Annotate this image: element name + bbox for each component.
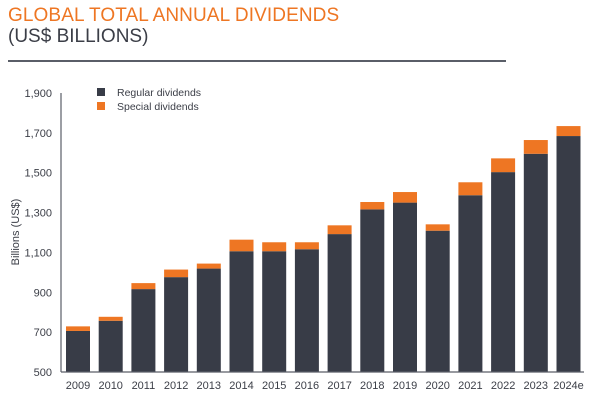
bar-regular-2010 [98, 320, 123, 372]
bar-regular-2014 [229, 251, 254, 372]
bar-special-2018 [360, 202, 385, 210]
chart-title: GLOBAL TOTAL ANNUAL DIVIDENDS [8, 5, 340, 26]
legend-label-regular: Regular dividends [117, 87, 201, 99]
y-tick-label: 700 [34, 327, 52, 339]
bar-regular-2015 [262, 251, 287, 372]
x-tick-label: 2023 [524, 380, 548, 392]
x-tick-label: 2014 [229, 380, 253, 392]
y-tick-label: 900 [34, 287, 52, 299]
y-tick-label: 1,500 [24, 168, 52, 180]
bar-special-2013 [196, 263, 221, 269]
bar-regular-2012 [164, 277, 189, 372]
x-tick-label: 2010 [98, 380, 122, 392]
x-tick-label: 2017 [327, 380, 351, 392]
x-tick-label: 2020 [425, 380, 449, 392]
bar-regular-2017 [327, 234, 352, 372]
bar-special-2009 [66, 326, 90, 331]
bar-regular-2022 [491, 172, 516, 372]
bar-special-2022 [491, 158, 516, 173]
bar-special-2014 [229, 239, 254, 252]
legend-swatch-regular [97, 88, 105, 96]
bar-special-2019 [393, 192, 417, 203]
legend: Regular dividends Special dividends [97, 87, 201, 113]
bar-regular-2023 [523, 153, 548, 372]
chart-subtitle: (US$ BILLIONS) [8, 26, 149, 47]
bar-special-2023 [523, 140, 548, 154]
y-tick-label: 1,900 [24, 88, 52, 100]
bar-special-2012 [164, 269, 189, 278]
x-tick-label: 2022 [491, 380, 515, 392]
title-divider [8, 60, 506, 62]
bar-special-2011 [131, 283, 156, 290]
y-tick-label: 500 [34, 367, 52, 379]
x-tick-label: 2024e [553, 380, 584, 392]
bar-regular-2021 [458, 195, 483, 372]
x-tick-label: 2019 [393, 380, 417, 392]
bar-regular-2020 [425, 230, 450, 372]
bar-special-2017 [327, 225, 352, 235]
x-tick-label: 2018 [360, 380, 384, 392]
bar-special-2010 [98, 316, 123, 321]
legend-label-special: Special dividends [117, 101, 199, 113]
x-tick-label: 2015 [262, 380, 286, 392]
bar-regular-2013 [196, 268, 221, 372]
x-tick-label: 2012 [164, 380, 188, 392]
y-tick-label: 1,100 [24, 247, 52, 259]
y-tick-label: 1,700 [24, 128, 52, 140]
bar-regular-2024e [556, 136, 581, 372]
bar-special-2020 [425, 224, 450, 231]
x-tick-label: 2016 [295, 380, 319, 392]
bar-regular-2011 [131, 289, 156, 372]
bar-special-2021 [458, 182, 483, 196]
bar-regular-2019 [393, 202, 417, 372]
y-axis-label: Billions (US$) [10, 199, 22, 266]
bar-special-2015 [262, 242, 287, 252]
x-tick-label: 2013 [197, 380, 221, 392]
y-tick-label: 1,300 [24, 208, 52, 220]
bars-group [66, 126, 581, 372]
bar-special-2024e [556, 126, 581, 137]
y-tick-labels: 500 700 900 1,100 1,300 1,500 1,700 1,900 [24, 88, 52, 379]
legend-swatch-special [97, 102, 105, 110]
bar-regular-2016 [294, 249, 319, 372]
bar-special-2016 [294, 242, 319, 250]
bar-regular-2009 [66, 330, 90, 372]
bar-regular-2018 [360, 209, 385, 372]
x-tick-label: 2011 [132, 380, 156, 392]
x-tick-labels: 2009 2010 2011 2012 2013 2014 2015 2016 2017 2018… [66, 380, 584, 392]
x-tick-label: 2009 [66, 380, 90, 392]
x-tick-label: 2021 [458, 380, 482, 392]
